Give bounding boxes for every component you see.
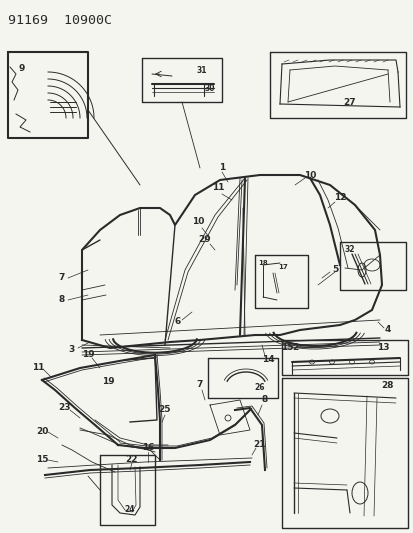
Text: 2: 2 (291, 343, 297, 352)
Text: 18: 18 (257, 260, 267, 266)
Text: 28: 28 (381, 382, 393, 391)
Text: 11: 11 (32, 364, 44, 373)
Text: 25: 25 (158, 406, 171, 415)
Text: 24: 24 (124, 505, 135, 514)
Text: 19: 19 (102, 377, 114, 386)
Text: 12: 12 (333, 193, 345, 203)
Text: 14: 14 (261, 356, 274, 365)
Text: 4: 4 (384, 326, 390, 335)
Text: 91169  10900C: 91169 10900C (8, 14, 112, 27)
Text: 30: 30 (204, 84, 215, 93)
Text: 23: 23 (59, 403, 71, 413)
Text: 27: 27 (343, 98, 356, 107)
Text: 3: 3 (69, 345, 75, 354)
Text: 7: 7 (196, 381, 203, 390)
Text: 1: 1 (218, 164, 225, 173)
Text: 15: 15 (280, 343, 292, 352)
Text: 21: 21 (253, 440, 266, 449)
Text: 26: 26 (254, 384, 265, 392)
Text: 7: 7 (59, 273, 65, 282)
Text: 20: 20 (36, 427, 48, 437)
Text: 8: 8 (261, 395, 268, 405)
Text: 31: 31 (196, 66, 207, 75)
Text: 6: 6 (174, 318, 181, 327)
Text: 22: 22 (126, 456, 138, 464)
Text: 29: 29 (198, 236, 211, 245)
Text: 8: 8 (59, 295, 65, 304)
Text: 11: 11 (211, 183, 224, 192)
Text: 5: 5 (331, 265, 337, 274)
Text: 10: 10 (191, 217, 204, 227)
Text: 17: 17 (278, 264, 287, 270)
Text: 16: 16 (141, 443, 154, 453)
Text: 10: 10 (303, 171, 316, 180)
Text: 32: 32 (344, 246, 354, 254)
Text: 15: 15 (36, 456, 48, 464)
Text: 9: 9 (19, 63, 25, 72)
Text: 13: 13 (376, 343, 388, 352)
Text: 19: 19 (81, 351, 94, 359)
